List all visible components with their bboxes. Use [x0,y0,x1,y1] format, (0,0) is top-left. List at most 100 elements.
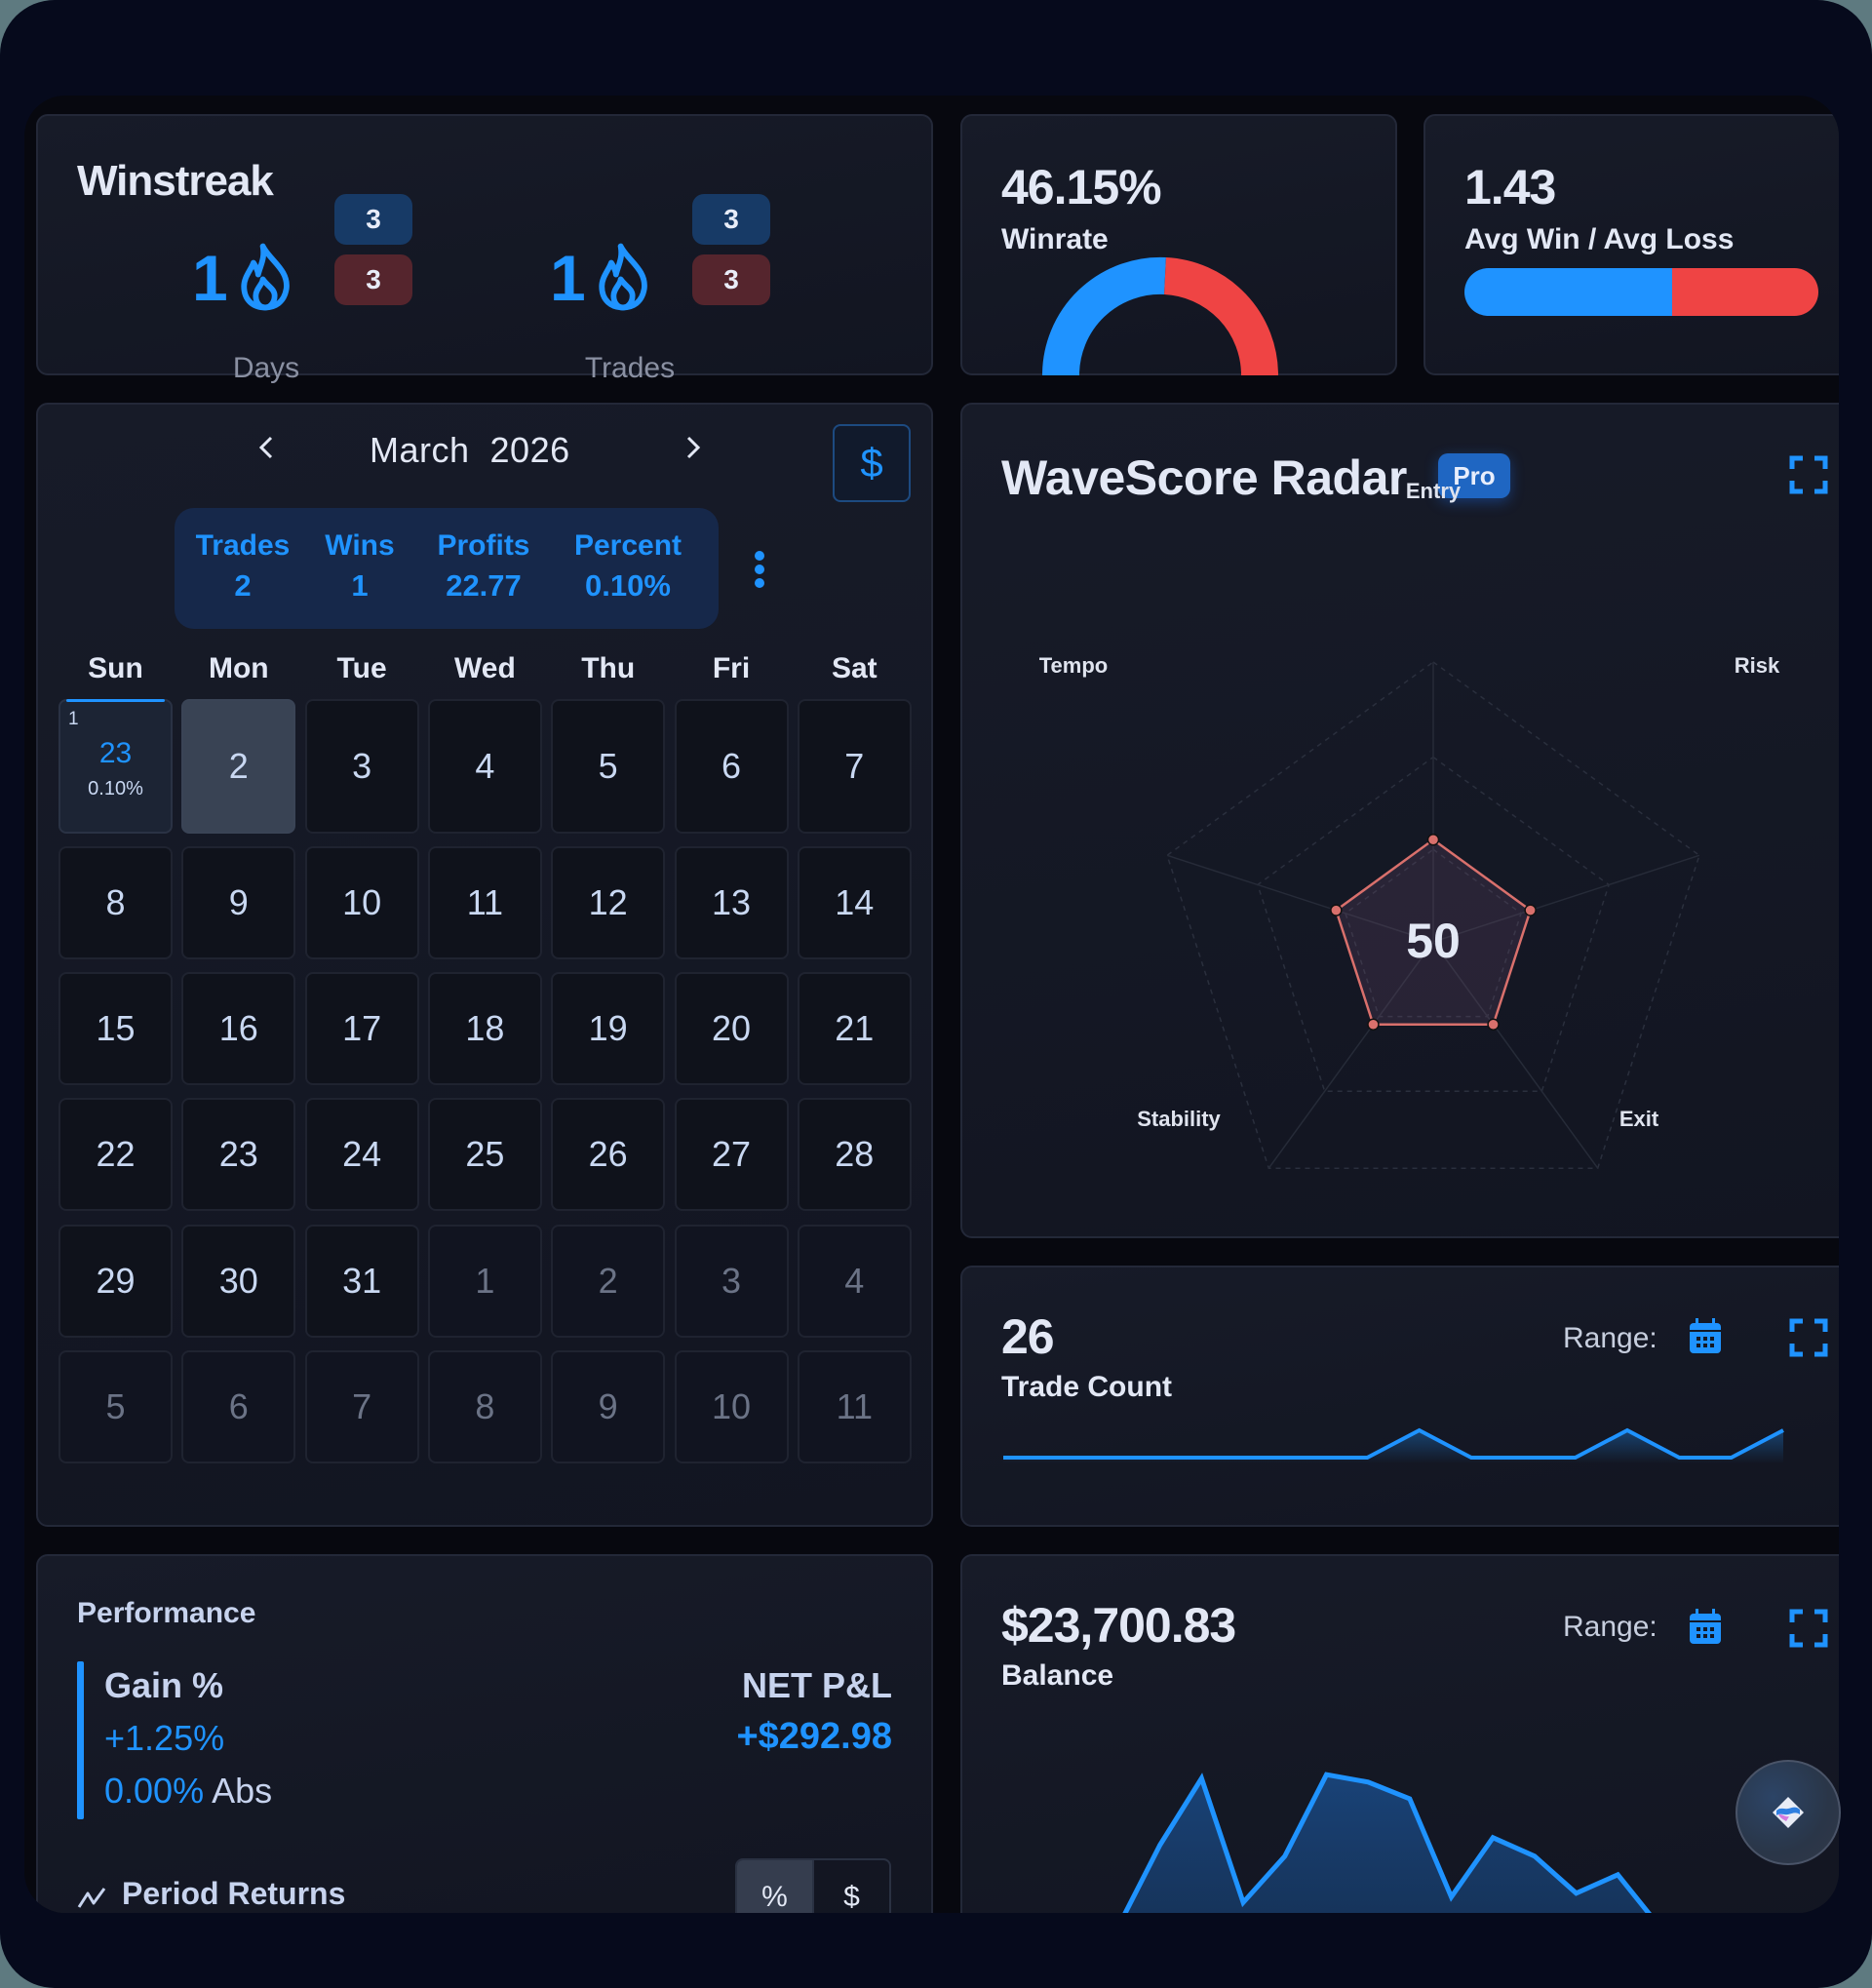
calendar-icon[interactable] [1688,1609,1723,1646]
day-number: 2 [228,746,249,786]
expand-icon[interactable] [1789,1318,1828,1357]
day-number: 18 [465,1008,505,1048]
calendar-icon[interactable] [1688,1318,1723,1355]
day-number: 28 [835,1134,875,1174]
calendar-day-cell[interactable]: 28 [797,1098,912,1211]
day-number: 23 [218,1134,258,1174]
calendar-day-cell[interactable]: 8 [58,846,173,959]
calendar-day-cell[interactable]: 17 [304,972,419,1085]
balance-label: Balance [1001,1659,1114,1692]
winstreak-card: Winstreak 1 3 3 Days 1 3 3 Trades [36,114,933,384]
day-number: 13 [711,882,752,922]
calendar-day-cell[interactable]: 8 [427,1350,542,1463]
prev-month-button[interactable] [254,428,278,477]
streak-days: 1 3 3 Days [192,194,426,389]
trade-count-label: Trade Count [1001,1371,1173,1403]
calendar-day-cell[interactable]: 4 [427,699,542,834]
calendar-day-cell[interactable]: 15 [58,972,173,1085]
day-number: 29 [96,1261,136,1301]
calendar-day-cell[interactable]: 14 [797,846,912,959]
currency-toggle-button[interactable]: $ [833,424,911,502]
streak-days-losses-badge: 3 [334,254,412,305]
calendar-day-cell[interactable]: 11 [427,846,542,959]
calendar-day-cell[interactable]: 21 [797,972,912,1085]
calendar-day-cell[interactable]: 4 [797,1225,912,1338]
day-number: 9 [228,882,249,922]
calendar-day-cell[interactable]: 5 [58,1350,173,1463]
calendar-day-cell[interactable]: 1 23 0.10% [58,699,173,834]
day-number: 17 [342,1008,382,1048]
calendar-day-cell[interactable]: 6 [181,1350,296,1463]
day-number: 7 [352,1386,372,1426]
floating-assistant-button[interactable] [1736,1760,1841,1865]
calendar-day-cell[interactable]: 3 [674,1225,789,1338]
abs-gain-suffix: Abs [212,1771,273,1811]
day-number: 6 [228,1386,249,1426]
calendar-day-cell[interactable]: 7 [304,1350,419,1463]
range-label: Range: [1563,1611,1658,1643]
calendar-day-cell[interactable]: 2 [181,699,296,834]
calendar-day-cell[interactable]: 22 [58,1098,173,1211]
calendar-day-cell[interactable]: 3 [304,699,419,834]
calendar-day-cell[interactable]: 6 [674,699,789,834]
expand-icon[interactable] [1789,455,1828,494]
calendar-day-cell[interactable]: 23 [181,1098,296,1211]
summary-percent: Percent 0.10% [573,529,682,603]
calendar-day-cell[interactable]: 11 [797,1350,912,1463]
balance-area-chart [1122,1772,1652,1913]
day-number: 12 [588,882,628,922]
day-number: 16 [218,1008,258,1048]
streak-days-value: 1 [192,242,228,314]
day-number: 1 [68,709,79,729]
calendar-day-cell[interactable]: 27 [674,1098,789,1211]
summary-wins: Wins 1 [325,529,395,603]
calendar-day-cell[interactable]: 1 [427,1225,542,1338]
percent-toggle-button[interactable]: % [737,1860,814,1913]
day-number: 10 [342,882,382,922]
calendar-day-cell[interactable]: 10 [674,1350,789,1463]
calendar-day-cell[interactable]: 10 [304,846,419,959]
trade-indicator-bar [66,699,165,702]
summary-trades: Trades 2 [195,529,291,603]
day-number: 8 [475,1386,495,1426]
more-options-icon[interactable] [755,551,766,592]
calendar-day-cell[interactable]: 13 [674,846,789,959]
calendar-day-cell[interactable]: 31 [304,1225,419,1338]
day-number: 5 [105,1386,126,1426]
calendar-day-cell[interactable]: 16 [181,972,296,1085]
trade-count-value: 26 [1001,1309,1055,1364]
streak-trades-losses-badge: 3 [692,254,770,305]
day-number: 3 [352,746,372,786]
abs-gain-value: 0.00% [104,1771,205,1811]
weekday-wed: Wed [453,652,516,684]
calendar-day-cell[interactable]: 20 [674,972,789,1085]
calendar-day-cell[interactable]: 7 [797,699,912,834]
calendar-day-cell[interactable]: 9 [181,846,296,959]
calendar-day-cell[interactable]: 5 [551,699,666,834]
radar-title: WaveScore Radar [1001,450,1407,505]
summary-profits: Profits 22.77 [437,529,530,603]
chevron-left-icon [258,436,273,459]
calendar-day-cell[interactable]: 9 [551,1350,666,1463]
calendar-day-cell[interactable]: 26 [551,1098,666,1211]
calendar-day-cell[interactable]: 19 [551,972,666,1085]
day-number: 1 [475,1261,495,1301]
next-month-button[interactable] [682,428,705,477]
svg-text:50: 50 [1406,914,1461,968]
expand-icon[interactable] [1789,1609,1828,1648]
calendar-day-cell[interactable]: 12 [551,846,666,959]
calendar-day-cell[interactable]: 30 [181,1225,296,1338]
wave-logo-icon [1773,1797,1804,1828]
calendar-day-cell[interactable]: 29 [58,1225,173,1338]
trend-line-icon [77,1888,106,1908]
calendar-day-cell[interactable]: 25 [427,1098,542,1211]
dollar-toggle-button[interactable]: $ [843,1881,860,1913]
day-number: 27 [711,1134,752,1174]
flame-icon [599,243,647,311]
streak-trades-label: Trades [584,352,676,384]
calendar-day-cell[interactable]: 2 [551,1225,666,1338]
svg-text:Exit: Exit [1619,1107,1659,1131]
calendar-day-cell[interactable]: 24 [304,1098,419,1211]
calendar-day-cell[interactable]: 18 [427,972,542,1085]
